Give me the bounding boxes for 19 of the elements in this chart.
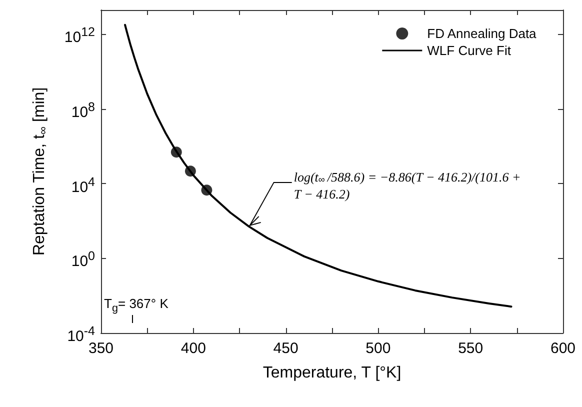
y-tick-label: 10$^{12}$ bbox=[64, 24, 95, 48]
y-axis-title: Reptation Time, t∞ [min] bbox=[31, 87, 50, 256]
x-tick-label: 550 bbox=[458, 340, 484, 357]
point bbox=[201, 184, 212, 196]
point bbox=[170, 146, 182, 158]
y-tick-label: 10$^{4}$ bbox=[71, 174, 95, 197]
x-tick-label: 350 bbox=[88, 340, 114, 357]
x-tick-label: 400 bbox=[180, 340, 206, 357]
y-tick-label: 10$^{0}$ bbox=[71, 248, 95, 272]
point bbox=[184, 166, 196, 177]
y-tick-label: 10$^{8}$ bbox=[71, 98, 95, 122]
annotation: log(t∞/588.6) = −8.86(T − 416.2)/(101.6 + T − 416.2) bbox=[294, 169, 524, 202]
legend-label: WLF Curve Fit bbox=[427, 43, 512, 58]
x-tick-label: 450 bbox=[273, 340, 298, 357]
x-tick-label: 500 bbox=[366, 340, 391, 357]
legend-label: FD Annealing Data bbox=[427, 26, 538, 41]
x-axis-title: Temperature, T [°K] bbox=[262, 364, 402, 382]
x-tick-label: 600 bbox=[550, 340, 576, 357]
annotation: T$_{g}$= 367° K bbox=[104, 296, 168, 315]
